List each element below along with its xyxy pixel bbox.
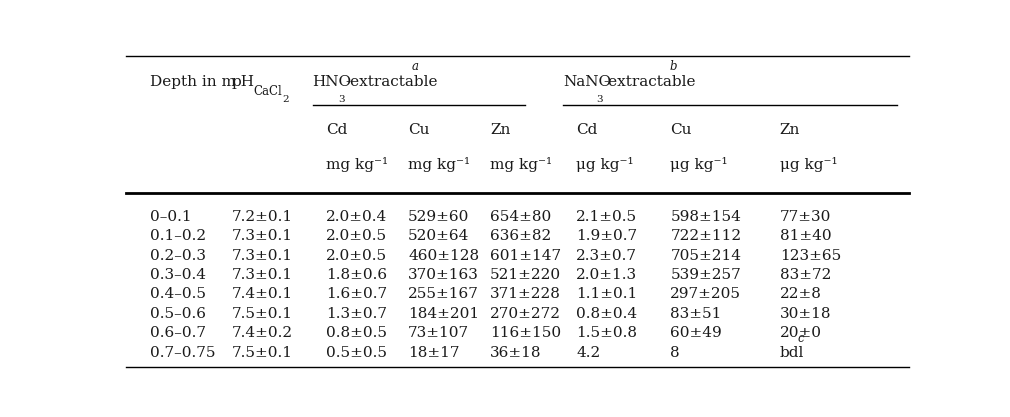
Text: 297±205: 297±205 — [671, 287, 741, 301]
Text: 539±257: 539±257 — [671, 268, 741, 282]
Text: 36±18: 36±18 — [490, 346, 541, 359]
Text: CaCl: CaCl — [254, 85, 282, 98]
Text: 3: 3 — [338, 95, 345, 104]
Text: μg kg⁻¹: μg kg⁻¹ — [671, 156, 728, 171]
Text: 460±128: 460±128 — [408, 249, 479, 263]
Text: 2.0±1.3: 2.0±1.3 — [577, 268, 637, 282]
Text: 184±201: 184±201 — [408, 307, 479, 321]
Text: 7.3±0.1: 7.3±0.1 — [232, 268, 293, 282]
Text: 0.8±0.5: 0.8±0.5 — [326, 326, 387, 340]
Text: 116±150: 116±150 — [490, 326, 562, 340]
Text: Depth in m: Depth in m — [149, 75, 235, 89]
Text: 0.2–0.3: 0.2–0.3 — [149, 249, 206, 263]
Text: 123±65: 123±65 — [780, 249, 841, 263]
Text: bdl: bdl — [780, 346, 804, 359]
Text: 7.5±0.1: 7.5±0.1 — [232, 346, 293, 359]
Text: 705±214: 705±214 — [671, 249, 741, 263]
Text: μg kg⁻¹: μg kg⁻¹ — [780, 156, 837, 171]
Text: 7.4±0.1: 7.4±0.1 — [232, 287, 293, 301]
Text: 601±147: 601±147 — [490, 249, 562, 263]
Text: Cd: Cd — [326, 123, 347, 137]
Text: 7.3±0.1: 7.3±0.1 — [232, 249, 293, 263]
Text: 0.6–0.7: 0.6–0.7 — [149, 326, 206, 340]
Text: 722±112: 722±112 — [671, 229, 741, 244]
Text: Zn: Zn — [780, 123, 800, 137]
Text: 0.5–0.6: 0.5–0.6 — [149, 307, 206, 321]
Text: 1.6±0.7: 1.6±0.7 — [326, 287, 387, 301]
Text: 2: 2 — [283, 95, 290, 104]
Text: 3: 3 — [596, 95, 603, 104]
Text: 598±154: 598±154 — [671, 210, 741, 224]
Text: 0.8±0.4: 0.8±0.4 — [577, 307, 637, 321]
Text: 0.5±0.5: 0.5±0.5 — [326, 346, 387, 359]
Text: 2.0±0.4: 2.0±0.4 — [326, 210, 387, 224]
Text: 0.4–0.5: 0.4–0.5 — [149, 287, 206, 301]
Text: 4.2: 4.2 — [577, 346, 601, 359]
Text: 7.4±0.2: 7.4±0.2 — [232, 326, 293, 340]
Text: 0.3–0.4: 0.3–0.4 — [149, 268, 206, 282]
Text: 1.5±0.8: 1.5±0.8 — [577, 326, 637, 340]
Text: 2.0±0.5: 2.0±0.5 — [326, 229, 387, 244]
Text: 270±272: 270±272 — [490, 307, 562, 321]
Text: HNO: HNO — [312, 75, 351, 89]
Text: 0.1–0.2: 0.1–0.2 — [149, 229, 206, 244]
Text: 83±72: 83±72 — [780, 268, 831, 282]
Text: 1.8±0.6: 1.8±0.6 — [326, 268, 387, 282]
Text: 18±17: 18±17 — [408, 346, 460, 359]
Text: 7.2±0.1: 7.2±0.1 — [232, 210, 293, 224]
Text: 73±107: 73±107 — [408, 326, 470, 340]
Text: 2.0±0.5: 2.0±0.5 — [326, 249, 387, 263]
Text: NaNO: NaNO — [563, 75, 611, 89]
Text: pH: pH — [232, 75, 255, 89]
Text: 370±163: 370±163 — [408, 268, 479, 282]
Text: 2.1±0.5: 2.1±0.5 — [577, 210, 637, 224]
Text: 255±167: 255±167 — [408, 287, 479, 301]
Text: 20±0: 20±0 — [780, 326, 822, 340]
Text: mg kg⁻¹: mg kg⁻¹ — [326, 156, 388, 171]
Text: 1.1±0.1: 1.1±0.1 — [577, 287, 637, 301]
Text: c: c — [798, 332, 805, 344]
Text: 521±220: 521±220 — [490, 268, 562, 282]
Text: -extractable: -extractable — [345, 75, 438, 89]
Text: Cu: Cu — [671, 123, 692, 137]
Text: 7.5±0.1: 7.5±0.1 — [232, 307, 293, 321]
Text: Cd: Cd — [577, 123, 598, 137]
Text: 636±82: 636±82 — [490, 229, 551, 244]
Text: μg kg⁻¹: μg kg⁻¹ — [577, 156, 634, 171]
Text: 83±51: 83±51 — [671, 307, 721, 321]
Text: 654±80: 654±80 — [490, 210, 551, 224]
Text: 371±228: 371±228 — [490, 287, 562, 301]
Text: 30±18: 30±18 — [780, 307, 831, 321]
Text: Zn: Zn — [490, 123, 511, 137]
Text: b: b — [670, 60, 677, 73]
Text: 81±40: 81±40 — [780, 229, 831, 244]
Text: 77±30: 77±30 — [780, 210, 831, 224]
Text: 1.9±0.7: 1.9±0.7 — [577, 229, 637, 244]
Text: 0–0.1: 0–0.1 — [149, 210, 191, 224]
Text: 7.3±0.1: 7.3±0.1 — [232, 229, 293, 244]
Text: 520±64: 520±64 — [408, 229, 470, 244]
Text: 529±60: 529±60 — [408, 210, 470, 224]
Text: mg kg⁻¹: mg kg⁻¹ — [408, 156, 471, 171]
Text: 22±8: 22±8 — [780, 287, 822, 301]
Text: 60±49: 60±49 — [671, 326, 722, 340]
Text: mg kg⁻¹: mg kg⁻¹ — [490, 156, 552, 171]
Text: -extractable: -extractable — [603, 75, 696, 89]
Text: 1.3±0.7: 1.3±0.7 — [326, 307, 387, 321]
Text: 2.3±0.7: 2.3±0.7 — [577, 249, 637, 263]
Text: a: a — [412, 60, 419, 73]
Text: Cu: Cu — [408, 123, 429, 137]
Text: 8: 8 — [671, 346, 680, 359]
Text: 0.7–0.75: 0.7–0.75 — [149, 346, 215, 359]
